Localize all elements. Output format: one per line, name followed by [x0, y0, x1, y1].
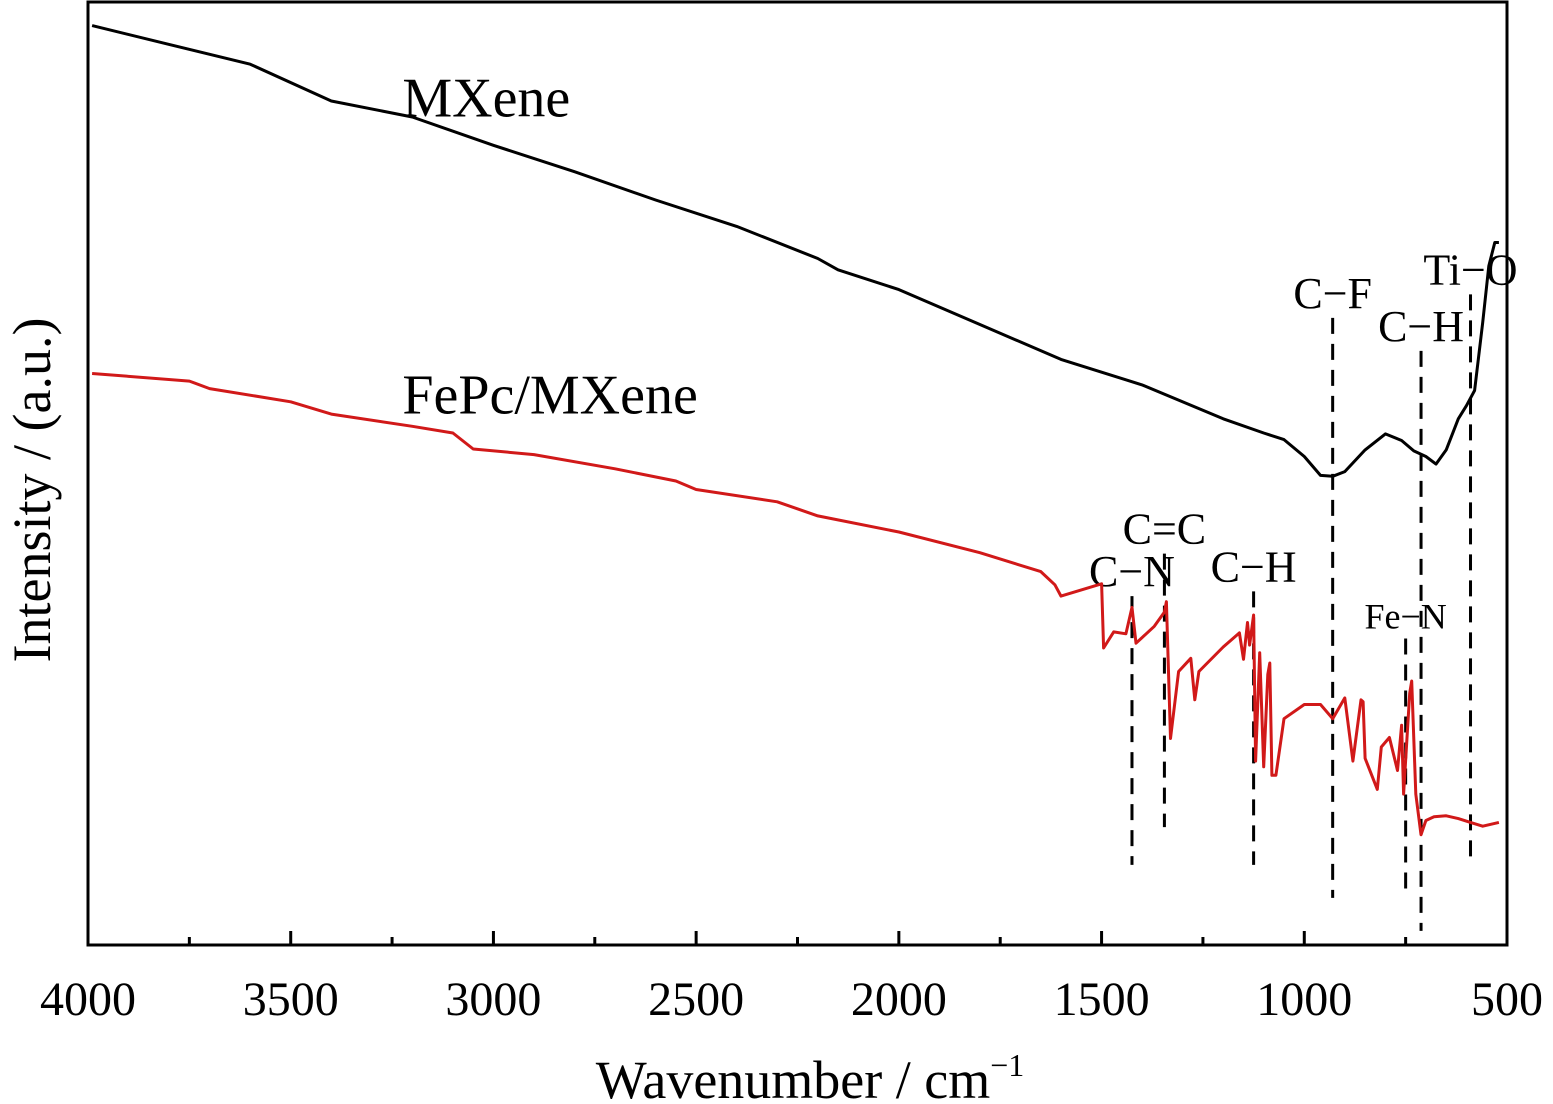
x-tick-label-4000: 4000: [40, 973, 136, 1026]
peak-annotations: C−NC=CC−HC−FFe−NC−HTi−O: [1089, 245, 1518, 931]
plot-frame: [86, 0, 1509, 947]
x-tick-label-3000: 3000: [445, 973, 541, 1026]
y-axis-label: Intensity / (a.u.): [2, 318, 62, 663]
x-axis-label-text: Wavenumber / cm: [596, 1050, 991, 1104]
series-line-fepc-mxene: [91, 372, 1500, 837]
x-axis-label-superscript: −1: [990, 1047, 1024, 1083]
peak-label-fen-4: Fe−N: [1364, 597, 1446, 637]
peak-label-cf-3: C−F: [1293, 269, 1372, 318]
series-labels: MXene FePc/MXene: [402, 67, 698, 426]
peak-label-tio-6: Ti−O: [1423, 245, 1517, 294]
x-tick-label-3500: 3500: [243, 973, 339, 1026]
series-line-mxene: [91, 24, 1499, 478]
x-tick-label-500: 500: [1471, 973, 1543, 1026]
peak-label-cc-1: C=C: [1123, 505, 1207, 554]
x-tick-label-1500: 1500: [1054, 973, 1150, 1026]
peak-label-ch-2: C−H: [1211, 542, 1297, 591]
peak-label-cn-0: C−N: [1089, 547, 1175, 596]
x-axis-label: Wavenumber / cm−1: [596, 1047, 1025, 1104]
plot-area: [86, 0, 1509, 947]
series-label-mxene: MXene: [402, 67, 570, 129]
series-lines: [91, 24, 1500, 837]
x-tick-label-2000: 2000: [851, 973, 947, 1026]
x-tick-label-2500: 2500: [648, 973, 744, 1026]
x-tick-label-1000: 1000: [1256, 973, 1352, 1026]
peak-label-ch-5: C−H: [1378, 302, 1464, 351]
x-axis-ticks: 4000 3500 3000 2500 2000 1500 1000 500: [40, 931, 1543, 1026]
series-label-fepc-mxene: FePc/MXene: [402, 364, 698, 426]
